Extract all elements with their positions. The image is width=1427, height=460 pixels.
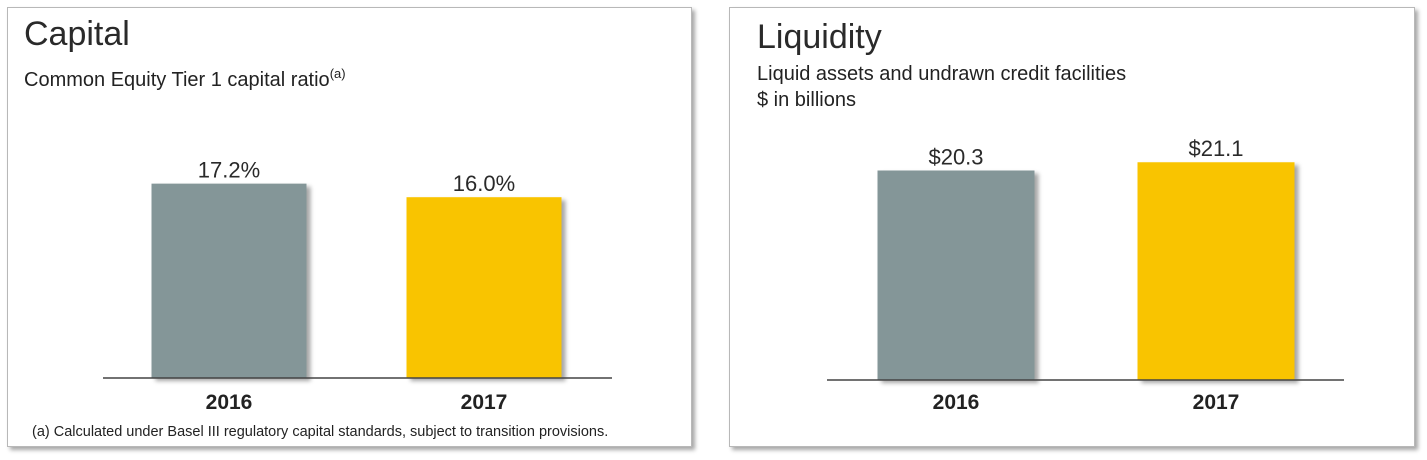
panel-subtitle: Liquid assets and undrawn credit facilit…	[757, 61, 1126, 113]
liquidity-bar-chart: $20.3 2016 $21.1 2017	[827, 136, 1344, 414]
bar-2016	[877, 170, 1035, 380]
bar-2016	[151, 183, 307, 378]
x-tick-label-2016: 2016	[206, 391, 253, 414]
x-tick-label-2016: 2016	[933, 391, 980, 414]
data-label-2017: 16.0%	[453, 171, 515, 196]
panel-subtitle: Common Equity Tier 1 capital ratio(a)	[24, 61, 346, 93]
subtitle-units: $ in billions	[757, 89, 856, 111]
data-label-2017: $21.1	[1188, 136, 1243, 161]
data-label-2016: 17.2%	[198, 158, 260, 183]
x-tick-label-2017: 2017	[1193, 391, 1240, 414]
footnote-marker: (a)	[329, 66, 346, 81]
bar-2017	[1137, 162, 1295, 380]
subtitle-text: Common Equity Tier 1 capital ratio	[24, 69, 330, 91]
bar-2017	[406, 197, 562, 378]
x-tick-label-2017: 2017	[461, 391, 508, 414]
capital-bar-chart: 17.2% 2016 16.0% 2017	[103, 158, 612, 414]
footnote: (a) Calculated under Basel III regulator…	[32, 424, 609, 440]
liquidity-panel: Liquidity Liquid assets and undrawn cred…	[729, 7, 1415, 447]
panel-title: Capital	[24, 15, 130, 53]
panel-title: Liquidity	[757, 18, 882, 56]
data-label-2016: $20.3	[928, 145, 983, 170]
capital-panel: Capital Common Equity Tier 1 capital rat…	[7, 7, 692, 447]
subtitle-text: Liquid assets and undrawn credit facilit…	[757, 63, 1127, 85]
